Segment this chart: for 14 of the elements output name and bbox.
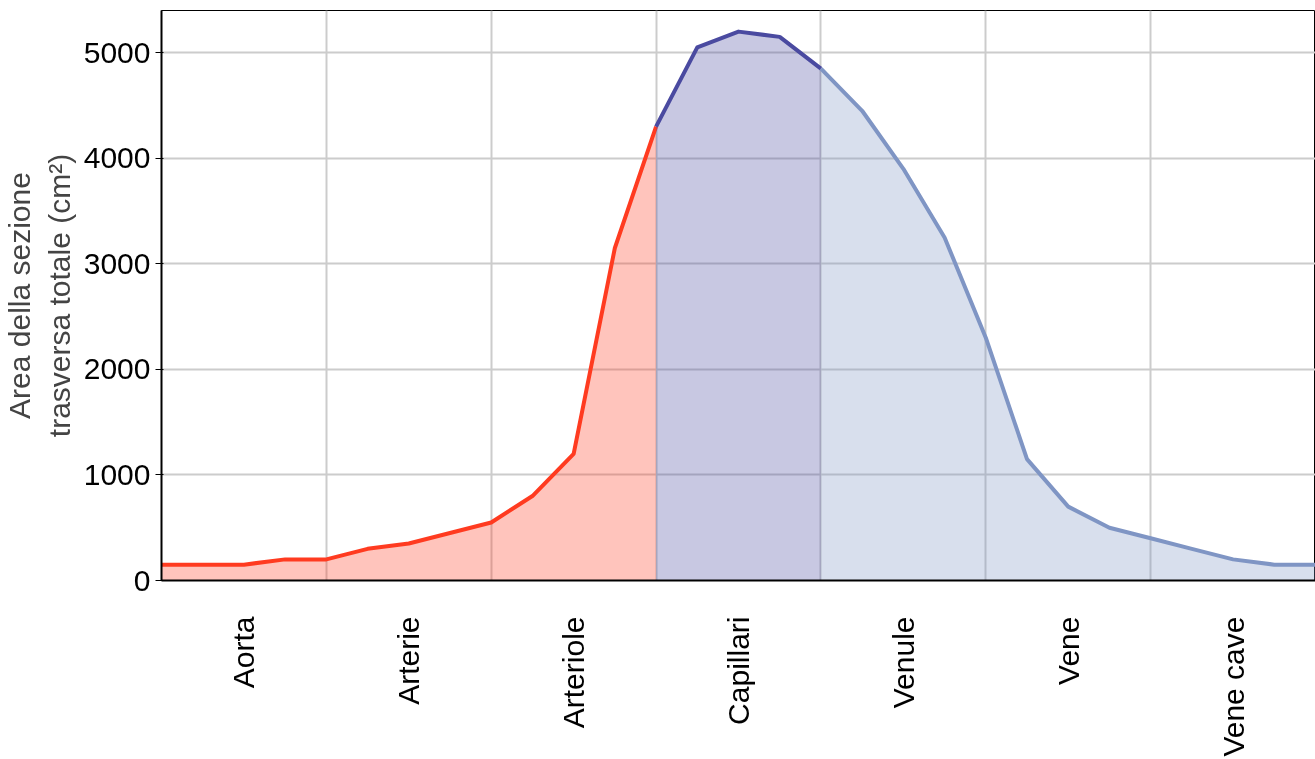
x-tick-label: Capillari <box>722 616 755 725</box>
y-tick-label: 0 <box>133 563 151 597</box>
x-tick-label: Vene cave <box>1216 616 1250 757</box>
x-tick-label: Arterie <box>392 616 426 705</box>
x-tick-label: Venule <box>886 616 920 709</box>
x-tick-label: Arteriole <box>557 616 591 729</box>
x-tick-label: Aorta <box>227 616 261 689</box>
y-tick-label: 4000 <box>83 141 151 175</box>
y-tick-label: 5000 <box>83 35 151 69</box>
y-tick-label: 2000 <box>83 352 151 386</box>
x-tick-label: Vene <box>1051 616 1085 685</box>
y-axis-title: Area della sezione trasversa totale (cm²) <box>3 153 76 438</box>
y-tick-label: 1000 <box>83 457 151 491</box>
y-tick-label: 3000 <box>83 246 151 280</box>
